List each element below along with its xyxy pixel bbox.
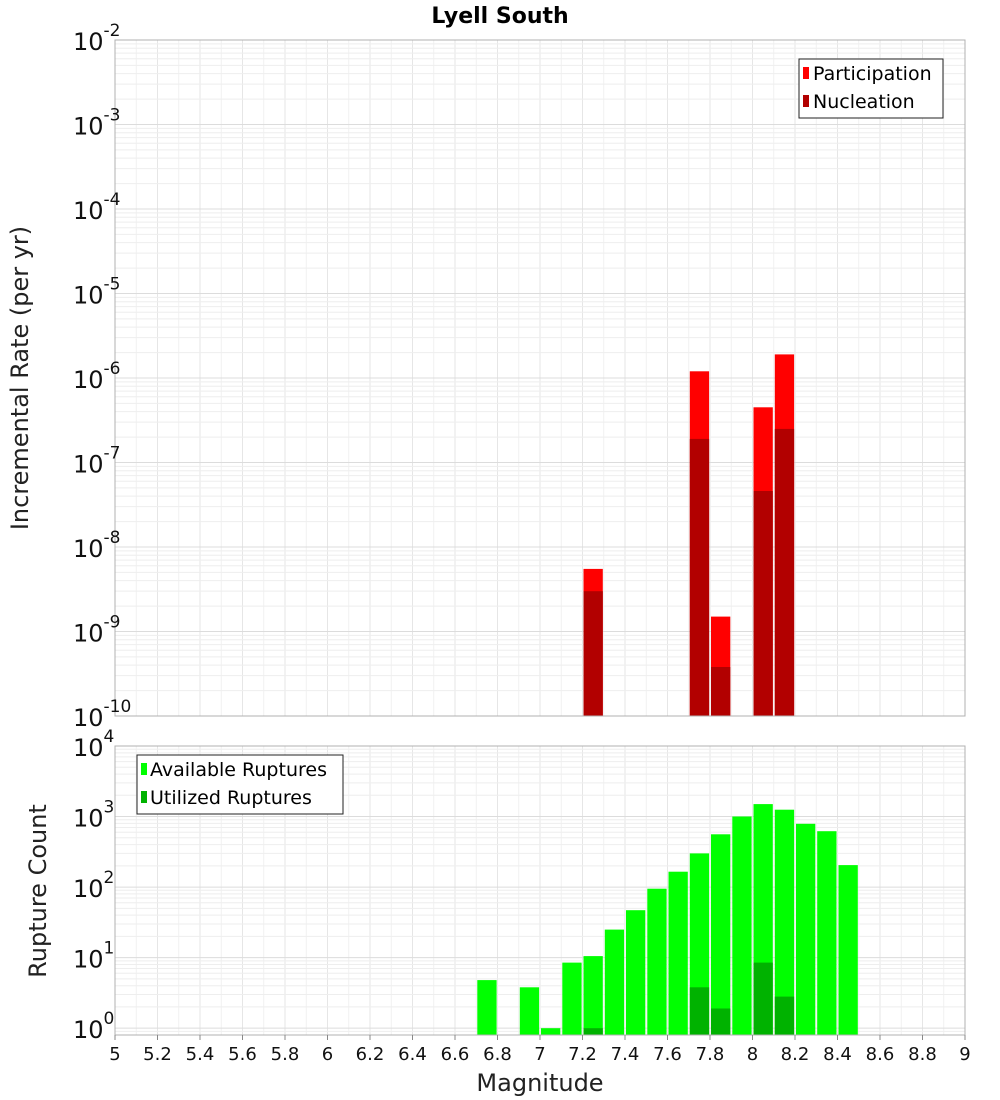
top-y-tick-label: 10-6 (73, 359, 121, 394)
top-y-tick-label: 10-5 (73, 275, 121, 310)
bottom-y-tick-label: 100 (73, 1009, 114, 1044)
x-tick-label: 5.4 (186, 1044, 215, 1065)
bottom-bar-available-ruptures (711, 834, 731, 1035)
x-tick-label: 7.6 (653, 1044, 682, 1065)
bottom-legend-box (136, 754, 344, 815)
bottom-bar-available-ruptures (838, 865, 858, 1035)
bottom-bar-available-ruptures (583, 956, 603, 1035)
x-tick-labels: 5 5.2 5.4 5.6 5.8 6 6.2 6.4 6.6 6.8 7 7.2 7.4 7.6 7.8 8… (109, 1035, 971, 1065)
x-tick-label: 8.4 (823, 1044, 852, 1065)
x-tick-label: 7.8 (696, 1044, 725, 1065)
top-grid (114, 39, 966, 717)
bottom-bar-available-ruptures (774, 809, 795, 1035)
x-tick-label: 6.8 (483, 1044, 512, 1065)
top-bar-nucleation (583, 591, 603, 716)
bottom-bar-available-ruptures (604, 929, 625, 1035)
top-y-tick-label: 10-10 (73, 697, 131, 732)
bottom-bar-available-ruptures (668, 871, 688, 1035)
top-bar-nucleation (774, 428, 795, 716)
nucleation-legend-swatch (803, 95, 809, 107)
bottom-bar-available-ruptures (796, 823, 816, 1035)
available-legend-swatch (141, 763, 147, 775)
x-tick-label: 6.6 (441, 1044, 470, 1065)
x-tick-label: 5.6 (228, 1044, 257, 1065)
bottom-bar-utilized-ruptures (774, 996, 795, 1035)
bottom-bar-available-ruptures (817, 831, 837, 1035)
top-legend: Participation Nucleation (798, 58, 944, 119)
utilized-legend-swatch (141, 791, 147, 803)
top-bar-nucleation (689, 438, 710, 716)
top-plot-border (114, 39, 966, 717)
top-bars (583, 354, 795, 716)
x-tick-label: 9 (959, 1044, 970, 1065)
x-tick-label: 8 (747, 1044, 758, 1065)
top-y-tick-label: 10-7 (73, 444, 121, 479)
x-tick-label: 8.8 (908, 1044, 937, 1065)
bottom-bar-available-ruptures (626, 910, 646, 1035)
top-y-tick-label: 10-9 (73, 613, 121, 648)
top-y-tick-label: 10-3 (73, 106, 121, 141)
x-tick-label: 7.4 (611, 1044, 640, 1065)
x-tick-label: 8.2 (781, 1044, 810, 1065)
top-y-tick-label: 10-4 (73, 190, 121, 225)
top-legend-box (798, 58, 944, 119)
bottom-bar-available-ruptures (732, 816, 752, 1035)
x-tick-label: 6.2 (356, 1044, 385, 1065)
bottom-y-tick-label: 104 (73, 727, 114, 762)
bottom-bar-utilized-ruptures (753, 962, 773, 1035)
nucleation-legend-label: Nucleation (813, 91, 915, 113)
x-tick-label: 6.4 (398, 1044, 427, 1065)
chart-title: Lyell South (431, 4, 568, 29)
bottom-bar-available-ruptures (477, 980, 497, 1035)
bottom-bar-utilized-ruptures (711, 1008, 731, 1035)
top-y-tick-label: 10-2 (73, 21, 121, 56)
utilized-legend-label: Utilized Ruptures (150, 787, 312, 809)
rupture-count-panel: 100 101 102 103 104 5 5.2 5.4 5.6 5.8 6 6.2 6.4 6.6 6… (24, 727, 971, 1097)
bottom-y-tick-label: 101 (73, 939, 114, 974)
bottom-bar-available-ruptures (541, 1028, 561, 1035)
bottom-y-tick-label: 102 (73, 868, 114, 903)
top-bar-nucleation (753, 491, 773, 716)
x-tick-label: 5.2 (143, 1044, 172, 1065)
x-axis-label: Magnitude (476, 1069, 603, 1097)
bottom-bar-utilized-ruptures (689, 987, 710, 1035)
bottom-y-tick-label: 103 (73, 798, 114, 833)
x-tick-label: 8.6 (866, 1044, 895, 1065)
available-legend-label: Available Ruptures (150, 759, 327, 781)
bottom-y-tick-labels: 100 101 102 103 104 (73, 727, 114, 1044)
bottom-bar-utilized-ruptures (583, 1028, 603, 1035)
x-tick-label: 5 (109, 1044, 120, 1065)
x-tick-label: 7 (534, 1044, 545, 1065)
bottom-y-axis-label: Rupture Count (24, 804, 52, 978)
top-y-tick-label: 10-8 (73, 528, 121, 563)
top-y-axis-label: Incremental Rate (per yr) (6, 226, 34, 530)
bottom-bar-available-ruptures (519, 987, 540, 1035)
bottom-legend: Available Ruptures Utilized Ruptures (136, 754, 344, 815)
participation-legend-label: Participation (813, 63, 932, 85)
x-tick-label: 5.8 (271, 1044, 300, 1065)
top-y-tick-labels: 10-10 10-9 10-8 10-7 10-6 10-5 10-4 10-3 10-2 (73, 21, 131, 732)
participation-nucleation-panel: 10-10 10-9 10-8 10-7 10-6 10-5 10-4 10-3 10-2 In… (6, 21, 966, 732)
participation-legend-swatch (803, 67, 809, 79)
top-bar-nucleation (711, 667, 731, 716)
x-tick-label: 6 (322, 1044, 333, 1065)
bottom-bars (477, 804, 858, 1035)
bottom-bar-available-ruptures (562, 962, 582, 1035)
bottom-bar-available-ruptures (647, 888, 667, 1035)
x-tick-label: 7.2 (568, 1044, 597, 1065)
